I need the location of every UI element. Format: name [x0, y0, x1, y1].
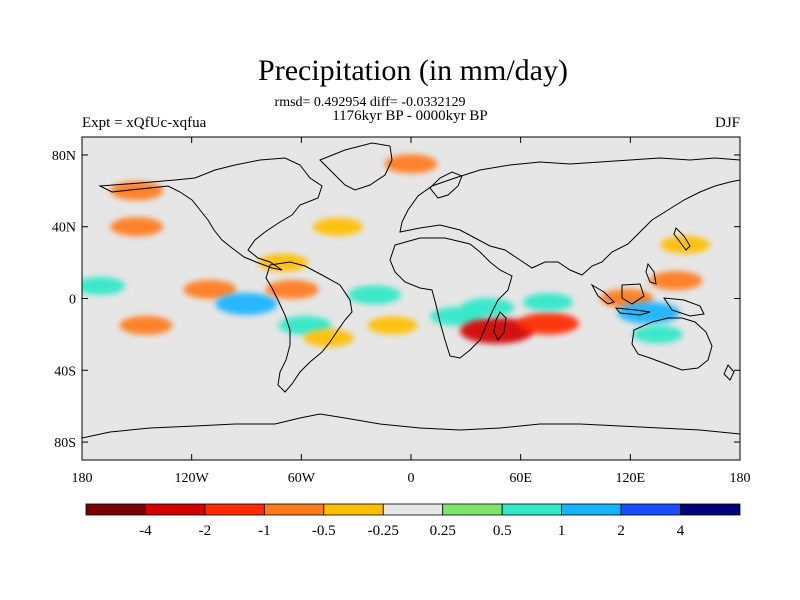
- colorbar: -4 -2 -1 -0.5 -0.25 0.25 0.5 1 2 4: [85, 503, 741, 539]
- coastline-south-america: [265, 261, 353, 393]
- x-tick-label: 120E: [616, 471, 646, 486]
- x-tick-label: 180: [730, 471, 751, 486]
- anomaly-0: [119, 315, 173, 335]
- anomaly-14: [459, 317, 534, 344]
- coastline-eurasia: [399, 157, 740, 276]
- colorbar-swatch: [145, 503, 206, 516]
- anomaly-3: [82, 276, 126, 295]
- anomaly-23: [632, 325, 683, 344]
- x-tick-label: 60E: [509, 471, 532, 486]
- colorbar-swatch: [382, 503, 444, 516]
- anomaly-16: [461, 298, 515, 317]
- coastline-australia: [631, 317, 713, 371]
- y-axis: 80N 40N 0 40S 80S: [52, 149, 740, 451]
- coastlines: [82, 142, 740, 439]
- anomaly-layer: [82, 154, 711, 347]
- colorbar-swatch: [620, 503, 681, 516]
- coastline-greenland: [319, 142, 393, 191]
- x-axis: 180 120W 60W 0 60E 120E 180: [72, 137, 751, 486]
- x-tick-label: 180: [72, 471, 93, 486]
- colorbar-label: 1: [558, 523, 566, 539]
- anomaly-2: [215, 292, 278, 315]
- colorbar-label: -1: [258, 523, 271, 539]
- anomaly-21: [660, 235, 711, 254]
- anomaly-12: [367, 316, 418, 335]
- coastline-new-guinea: [662, 297, 705, 317]
- colorbar-label: 2: [617, 523, 625, 539]
- coastline-africa: [389, 237, 513, 359]
- colorbar-swatch: [680, 503, 741, 516]
- anomaly-7: [303, 329, 354, 347]
- anomaly-4: [110, 217, 164, 237]
- coastline-scandinavia: [429, 171, 463, 199]
- anomaly-10: [312, 217, 363, 236]
- colorbar-label: 0.25: [430, 523, 456, 539]
- y-tick-label: 40S: [54, 364, 76, 379]
- x-tick-label: 0: [408, 471, 415, 486]
- x-tick-label: 60W: [288, 471, 316, 486]
- coastline-sumatra: [590, 283, 615, 305]
- colorbar-swatch: [501, 503, 563, 516]
- coastline-north-america: [98, 157, 323, 271]
- coastline-madagascar: [493, 311, 507, 341]
- anomaly-20: [649, 271, 703, 291]
- anomaly-5: [110, 181, 164, 201]
- stats-line: rmsd= 0.492954 diff= -0.0332129: [275, 95, 466, 110]
- anomaly-22: [384, 154, 438, 174]
- y-tick-label: 80N: [52, 149, 76, 164]
- colorbar-swatch: [442, 503, 503, 516]
- colorbar-swatch: [323, 503, 384, 516]
- coastline-new-zealand: [723, 364, 735, 381]
- coastline-java: [614, 307, 651, 316]
- y-tick-label: 40N: [52, 221, 76, 236]
- colorbar-label: -0.25: [368, 523, 399, 539]
- coastline-borneo: [621, 283, 645, 305]
- anomaly-17: [523, 293, 574, 312]
- anomaly-1: [183, 280, 237, 299]
- season-label: DJF: [715, 115, 740, 131]
- colorbar-label: -0.5: [312, 523, 336, 539]
- anomaly-11: [347, 285, 401, 305]
- colorbar-swatch: [85, 503, 146, 516]
- colorbar-label: 4: [677, 523, 685, 539]
- experiment-label: Expt = xQfUc-xqfua: [82, 115, 207, 131]
- colorbar-label: -4: [139, 523, 152, 539]
- colorbar-label: -2: [199, 523, 212, 539]
- colorbar-swatch: [561, 503, 622, 516]
- period-label: 1176kyr BP - 0000kyr BP: [332, 108, 488, 124]
- coastline-philippines: [645, 262, 657, 285]
- coastline-japan: [673, 227, 691, 251]
- colorbar-label: 0.5: [493, 523, 512, 539]
- x-tick-label: 120W: [175, 471, 210, 486]
- colorbar-swatch: [263, 503, 325, 516]
- chart-title: Precipitation (in mm/day): [258, 54, 568, 87]
- coastline-antarctica: [82, 413, 740, 439]
- y-tick-label: 0: [69, 293, 76, 308]
- y-tick-label: 80S: [54, 436, 76, 451]
- anomaly-8: [265, 280, 319, 299]
- anomaly-15: [517, 312, 580, 335]
- colorbar-swatch: [204, 503, 265, 516]
